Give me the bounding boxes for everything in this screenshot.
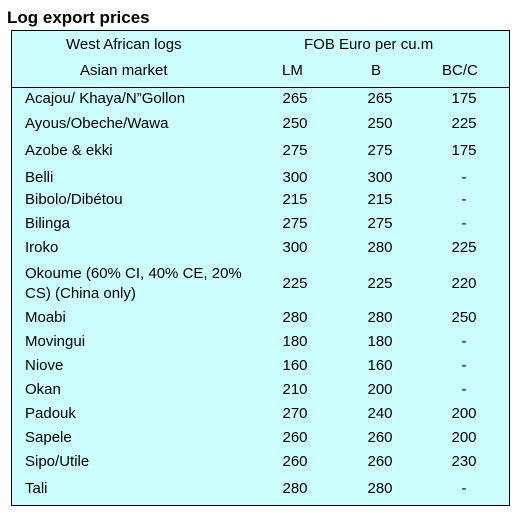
header-asian-market: Asian market	[80, 62, 168, 79]
price-bcc: -	[461, 169, 467, 186]
table-row: Ayous/Obeche/Wawa 250 250 225	[12, 114, 509, 138]
table-row: Tali 280 280 -	[12, 479, 509, 501]
price-bcc: 250	[451, 309, 477, 326]
price-b: 260	[367, 429, 393, 446]
price-lm: 260	[282, 453, 308, 470]
price-bcc: -	[461, 357, 467, 374]
header-bcc: BC/C	[442, 62, 478, 79]
species-name: Tali	[25, 480, 48, 497]
species-name: Moabi	[25, 309, 66, 326]
species-name: Sipo/Utile	[25, 453, 90, 470]
price-lm: 300	[282, 239, 308, 256]
header-divider	[12, 87, 509, 88]
price-lm: 225	[282, 275, 308, 292]
price-lm: 265	[282, 90, 308, 107]
price-bcc: 200	[451, 405, 477, 422]
price-bcc: 175	[451, 90, 477, 107]
table-row: Azobe & ekki 275 275 175	[12, 141, 509, 165]
species-name: Acajou/ Khaya/N”Gollon	[25, 90, 186, 107]
table-row: Sapele 260 260 200	[12, 428, 509, 450]
price-lm: 275	[282, 142, 308, 159]
price-b: 250	[367, 115, 393, 132]
header-lm: LM	[282, 62, 303, 79]
page-title: Log export prices	[7, 8, 150, 27]
price-b: 260	[367, 453, 393, 470]
price-table: West African logs Asian market FOB Euro …	[11, 30, 510, 506]
table-row: Movingui 180 180 -	[12, 332, 509, 354]
price-lm: 280	[282, 309, 308, 326]
price-lm: 300	[282, 169, 308, 186]
species-name: Azobe & ekki	[25, 142, 113, 159]
species-name: Bibolo/Dibétou	[25, 191, 123, 208]
price-bcc: 225	[451, 239, 477, 256]
price-b: 240	[367, 405, 393, 422]
price-bcc: 200	[451, 429, 477, 446]
price-b: 225	[367, 275, 393, 292]
header-west-african-logs: West African logs	[66, 36, 182, 53]
price-bcc: 220	[451, 275, 477, 292]
price-bcc: -	[461, 333, 467, 350]
species-name: Movingui	[25, 333, 86, 350]
price-b: 275	[367, 215, 393, 232]
species-name: Belli	[25, 169, 54, 186]
table-row: Okan 210 200 -	[12, 380, 509, 402]
species-name: Ayous/Obeche/Wawa	[25, 115, 169, 132]
price-lm: 250	[282, 115, 308, 132]
species-name: Padouk	[25, 405, 76, 422]
table-row: Sipo/Utile 260 260 230	[12, 452, 509, 474]
species-name: Bilinga	[25, 215, 71, 232]
price-b: 280	[367, 480, 393, 497]
price-lm: 260	[282, 429, 308, 446]
table-row: Belli 300 300 -	[12, 168, 509, 190]
price-lm: 280	[282, 480, 308, 497]
price-b: 300	[367, 169, 393, 186]
price-b: 200	[367, 381, 393, 398]
table-row: Acajou/ Khaya/N”Gollon 265 265 175	[12, 89, 509, 113]
price-lm: 270	[282, 405, 308, 422]
price-b: 265	[367, 90, 393, 107]
price-lm: 180	[282, 333, 308, 350]
table-row: Bibolo/Dibétou 215 215 -	[12, 190, 509, 212]
species-name: Iroko	[25, 239, 59, 256]
price-lm: 275	[282, 215, 308, 232]
table-row: Moabi 280 280 250	[12, 308, 509, 330]
price-bcc: 225	[451, 115, 477, 132]
price-bcc: 230	[451, 453, 477, 470]
price-bcc: -	[461, 381, 467, 398]
species-name: Okoume (60% CI, 40% CE, 20% CS) (China o…	[25, 265, 242, 302]
species-name: Sapele	[25, 429, 72, 446]
table-row: Okoume (60% CI, 40% CE, 20% CS) (China o…	[12, 264, 509, 306]
table-row: Bilinga 275 275 -	[12, 214, 509, 236]
price-bcc: -	[461, 215, 467, 232]
table-row: Iroko 300 280 225	[12, 238, 509, 260]
price-b: 280	[367, 239, 393, 256]
price-b: 215	[367, 191, 393, 208]
table-row: Padouk 270 240 200	[12, 404, 509, 426]
price-bcc: -	[461, 191, 467, 208]
price-lm: 160	[282, 357, 308, 374]
price-bcc: -	[461, 480, 467, 497]
price-bcc: 175	[451, 142, 477, 159]
price-lm: 210	[282, 381, 308, 398]
header-b: B	[371, 62, 382, 79]
species-name: Niove	[25, 357, 64, 374]
price-lm: 215	[282, 191, 308, 208]
price-b: 280	[367, 309, 393, 326]
price-b: 180	[367, 333, 393, 350]
price-b: 160	[367, 357, 393, 374]
table-row: Niove 160 160 -	[12, 356, 509, 378]
price-b: 275	[367, 142, 393, 159]
header-fob-euro: FOB Euro per cu.m	[304, 36, 434, 53]
species-name: Okan	[25, 381, 61, 398]
